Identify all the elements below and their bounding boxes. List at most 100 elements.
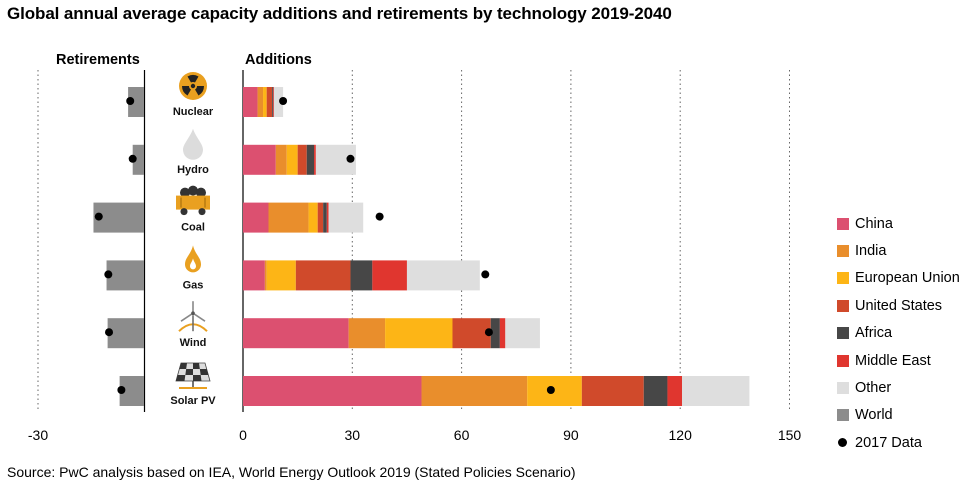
- legend-label: China: [855, 215, 893, 232]
- bar-european-union-nuclear: [263, 87, 267, 117]
- dot-2017-retirements-hydro: [128, 154, 137, 163]
- bar-middle-east-wind: [499, 318, 506, 349]
- bar-other-wind: [505, 318, 540, 349]
- dot-2017-retirements-wind: [105, 328, 114, 337]
- water-drop-icon: [183, 128, 204, 160]
- legend-label: Africa: [855, 325, 893, 342]
- dot-2017-retirements-gas: [104, 270, 113, 279]
- bar-united-states-nuclear: [266, 87, 273, 117]
- bar-retirement-hydro: [132, 144, 144, 175]
- legend-label: World: [855, 407, 893, 424]
- bar-africa-nuclear: [272, 87, 274, 117]
- legend-item-other: Other: [837, 374, 960, 401]
- bar-africa-solar-pv: [643, 376, 668, 406]
- bar-china-wind: [243, 318, 349, 349]
- coal-cart-icon: [176, 185, 210, 216]
- bar-united-states-wind: [452, 318, 491, 349]
- legend-item-united-states: United States: [837, 292, 960, 319]
- bar-africa-coal: [323, 202, 327, 233]
- legend-label: Middle East: [855, 352, 931, 369]
- retirements-label: Retirements: [56, 52, 140, 68]
- legend-item-2017-data: 2017 Data: [837, 429, 960, 456]
- bar-united-states-solar-pv: [581, 376, 644, 406]
- dot-2017-retirements-coal: [94, 212, 103, 221]
- legend-swatch: [837, 217, 849, 230]
- bar-middle-east-nuclear: [273, 87, 274, 117]
- legend-item-world: World: [837, 402, 960, 429]
- solar-panel-icon: [175, 362, 211, 389]
- bar-middle-east-hydro: [314, 144, 316, 175]
- dot-2017-additions-nuclear: [279, 97, 288, 105]
- bar-china-solar-pv: [243, 376, 422, 406]
- legend-item-middle-east: Middle East: [837, 347, 960, 374]
- bar-european-union-hydro: [286, 144, 298, 175]
- nuclear-icon: [179, 72, 207, 100]
- tick-label: 90: [563, 427, 579, 443]
- legend-dot-marker: [838, 438, 847, 448]
- bar-china-nuclear: [243, 87, 258, 117]
- wind-turbine-icon: [178, 301, 208, 332]
- bar-india-gas: [264, 260, 267, 291]
- bar-european-union-gas: [266, 260, 296, 291]
- bar-other-coal: [328, 202, 364, 233]
- category-label-coal: Coal: [181, 222, 205, 234]
- bar-middle-east-gas: [372, 260, 407, 291]
- legend-label: United States: [855, 297, 943, 314]
- dot-2017-additions-solar-pv: [546, 386, 555, 394]
- bar-other-solar-pv: [682, 376, 750, 406]
- legend-swatch: [837, 354, 849, 367]
- bar-india-nuclear: [257, 87, 264, 117]
- dot-2017-retirements-nuclear: [126, 97, 135, 105]
- bar-united-states-hydro: [297, 144, 307, 175]
- legend-item-china: China: [837, 210, 960, 237]
- bar-european-union-coal: [308, 202, 318, 233]
- chart-title: Global annual average capacity additions…: [7, 4, 672, 23]
- bar-india-solar-pv: [421, 376, 528, 406]
- legend-label: European Union: [855, 270, 960, 287]
- tick-label: 60: [454, 427, 470, 443]
- bar-european-union-wind: [385, 318, 453, 349]
- legend-swatch: [837, 327, 849, 340]
- bar-china-hydro: [243, 144, 276, 175]
- bar-united-states-gas: [295, 260, 351, 291]
- bar-retirement-wind: [107, 318, 144, 349]
- legend-swatch: [837, 409, 849, 422]
- bar-united-states-coal: [317, 202, 324, 233]
- bar-retirement-gas: [106, 260, 144, 291]
- bar-china-coal: [243, 202, 269, 233]
- flame-icon: [185, 245, 201, 273]
- legend-swatch: [837, 245, 849, 258]
- tick-label: 30: [345, 427, 361, 443]
- category-label-hydro: Hydro: [177, 164, 209, 176]
- category-label-nuclear: Nuclear: [173, 106, 214, 118]
- tick-label: 120: [669, 427, 693, 443]
- chart-legend: China India European Union United States Afr…: [837, 210, 960, 457]
- bar-india-hydro: [275, 144, 287, 175]
- dot-2017-additions-hydro: [346, 154, 355, 163]
- tick-label: -30: [28, 427, 48, 443]
- bar-middle-east-coal: [326, 202, 329, 233]
- bar-africa-wind: [490, 318, 500, 349]
- legend-swatch: [837, 382, 849, 395]
- legend-label: Other: [855, 380, 892, 397]
- bar-other-gas: [406, 260, 480, 291]
- legend-label: 2017 Data: [855, 434, 922, 451]
- dot-2017-additions-gas: [481, 270, 490, 279]
- source-note: Source: PwC analysis based on IEA, World…: [7, 464, 576, 480]
- bar-china-gas: [243, 260, 265, 291]
- dot-2017-additions-wind: [484, 328, 493, 337]
- category-label-wind: Wind: [180, 337, 207, 349]
- tick-label: 0: [239, 427, 247, 443]
- legend-swatch: [837, 272, 849, 285]
- category-label-solar-pv: Solar PV: [170, 395, 216, 407]
- bar-india-coal: [268, 202, 309, 233]
- bar-middle-east-solar-pv: [667, 376, 683, 406]
- bar-india-wind: [348, 318, 386, 349]
- bar-africa-hydro: [306, 144, 315, 175]
- bar-other-nuclear: [273, 87, 284, 117]
- legend-item-european-union: European Union: [837, 265, 960, 292]
- legend-label: India: [855, 243, 887, 260]
- category-label-gas: Gas: [183, 279, 204, 291]
- legend-item-africa: Africa: [837, 320, 960, 347]
